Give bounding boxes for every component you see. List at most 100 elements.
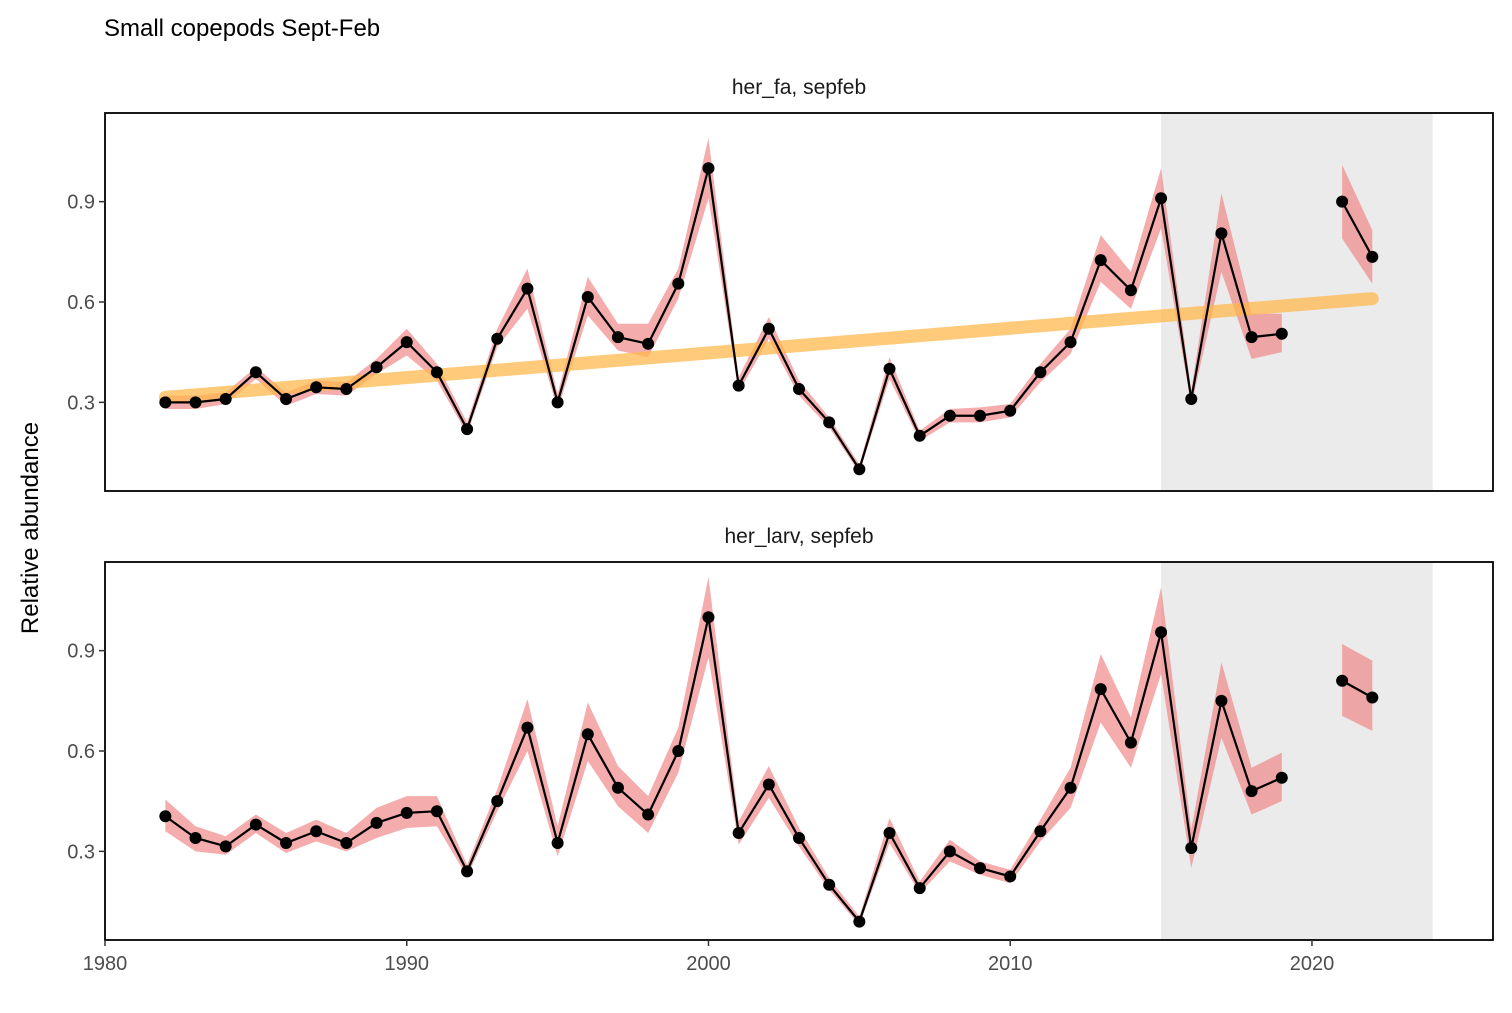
- data-point: [310, 381, 323, 394]
- trend-line: [158, 292, 1379, 404]
- panel-label: her_fa, sepfeb: [732, 76, 866, 99]
- data-point: [883, 826, 896, 839]
- data-point: [159, 396, 172, 409]
- data-point: [1064, 781, 1077, 794]
- x-tick-label: 1990: [384, 953, 429, 975]
- data-point: [521, 721, 534, 734]
- data-point: [1366, 691, 1379, 704]
- data-point: [1004, 870, 1017, 883]
- chart-title: Small copepods Sept-Feb: [104, 15, 380, 42]
- data-point: [1275, 327, 1288, 340]
- data-point: [521, 282, 534, 295]
- data-point: [1094, 254, 1107, 267]
- data-point: [793, 831, 805, 844]
- data-point: [974, 862, 987, 875]
- y-tick-label: 0.6: [67, 292, 95, 314]
- confidence-ribbon: [165, 138, 1282, 473]
- data-point: [1124, 736, 1137, 749]
- data-point: [430, 366, 443, 379]
- data-point: [1185, 842, 1198, 855]
- data-point: [1215, 227, 1228, 240]
- data-point: [883, 362, 896, 375]
- data-point: [400, 336, 413, 349]
- data-point: [823, 416, 836, 429]
- confidence-ribbon: [1342, 164, 1373, 284]
- series-line: [164, 616, 1283, 924]
- data-point: [370, 816, 383, 829]
- data-point: [1366, 250, 1379, 263]
- panel-1: her_fa, sepfeb 0.3 0.6 0.9: [67, 76, 1494, 492]
- panel-label: her_larv, sepfeb: [724, 525, 873, 548]
- data-point: [1155, 192, 1168, 205]
- data-point: [1215, 694, 1228, 707]
- data-point: [913, 429, 926, 442]
- data-point: [762, 778, 775, 791]
- data-point: [974, 409, 987, 422]
- data-point: [461, 865, 474, 878]
- data-point: [943, 409, 956, 422]
- data-point: [913, 882, 926, 895]
- data-point: [672, 277, 685, 290]
- confidence-ribbon: [1342, 643, 1373, 731]
- data-point: [702, 611, 715, 624]
- y-tick-label: 0.3: [67, 841, 95, 863]
- y-tick-label: 0.6: [67, 741, 95, 763]
- y-tick-label: 0.9: [67, 192, 95, 214]
- data-point: [430, 805, 443, 818]
- data-point: [642, 808, 655, 821]
- data-point: [1004, 404, 1017, 417]
- data-point: [1245, 331, 1258, 344]
- data-point: [1336, 195, 1349, 208]
- panels-group: her_fa, sepfeb 0.3 0.6 0.9 her_larv, sepfeb 0…: [67, 76, 1494, 975]
- data-point: [249, 366, 262, 379]
- x-tick-label: 2000: [686, 953, 731, 975]
- data-point: [461, 423, 474, 436]
- panel-2: her_larv, sepfeb 0.3 0.6 0.9 1980 1990 2000 201…: [67, 525, 1494, 975]
- data-point: [732, 826, 745, 839]
- data-point: [340, 382, 353, 395]
- data-point: [943, 845, 956, 858]
- data-point: [189, 396, 202, 409]
- data-point: [310, 825, 323, 838]
- data-point: [189, 831, 202, 844]
- panel-plot-area: [159, 562, 1433, 940]
- confidence-ribbon: [165, 577, 1282, 925]
- data-point: [159, 810, 172, 823]
- data-point: [1336, 674, 1349, 687]
- data-point: [491, 332, 504, 345]
- panel-plot-area: [158, 113, 1433, 491]
- data-point: [1155, 626, 1168, 639]
- data-point: [1094, 683, 1107, 696]
- data-point: [702, 162, 715, 175]
- data-point: [219, 393, 232, 406]
- data-point: [249, 818, 262, 831]
- data-point: [400, 806, 413, 819]
- data-point: [1034, 366, 1047, 379]
- data-point: [581, 290, 594, 303]
- data-point: [793, 382, 805, 395]
- data-point: [1124, 284, 1137, 297]
- data-point: [642, 337, 655, 350]
- data-point: [853, 915, 866, 928]
- y-axis-title: Relative abundance: [17, 422, 44, 634]
- y-tick-label: 0.9: [67, 641, 95, 663]
- data-point: [611, 781, 624, 794]
- data-point: [551, 396, 564, 409]
- data-point: [1185, 393, 1198, 406]
- y-tick-label: 0.3: [67, 392, 95, 414]
- data-point: [280, 393, 293, 406]
- data-point: [611, 331, 624, 344]
- data-point: [853, 463, 866, 476]
- data-point: [581, 728, 594, 741]
- series-line: [1341, 201, 1374, 258]
- data-point: [551, 836, 564, 849]
- data-point: [340, 836, 353, 849]
- data-point: [762, 322, 775, 335]
- data-point: [370, 361, 383, 374]
- data-point: [823, 878, 836, 891]
- data-point: [1245, 785, 1258, 798]
- data-point: [1064, 336, 1077, 349]
- data-point: [1275, 771, 1288, 784]
- series-line: [165, 167, 1282, 472]
